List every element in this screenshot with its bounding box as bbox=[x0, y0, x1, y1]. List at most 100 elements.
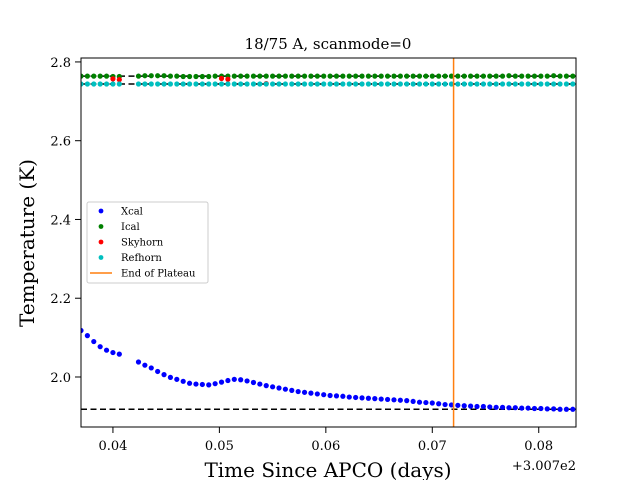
ical-point bbox=[206, 73, 212, 80]
ical-point bbox=[416, 73, 423, 79]
xcal-point bbox=[506, 405, 512, 411]
legend-frame bbox=[86, 201, 209, 284]
refhorn-point bbox=[314, 81, 320, 87]
refhorn-point bbox=[180, 81, 186, 87]
x-axis-label: Time Since APCO (days) bbox=[204, 458, 451, 480]
ical-point bbox=[212, 73, 218, 79]
refhorn-point bbox=[301, 81, 308, 87]
xcal-point bbox=[455, 402, 461, 408]
xcal-point bbox=[410, 398, 416, 405]
y-tick-label: 2.4 bbox=[50, 213, 71, 228]
xcal-point bbox=[499, 404, 506, 410]
ical-point bbox=[353, 73, 359, 79]
xcal-point bbox=[250, 379, 257, 386]
refhorn-point bbox=[231, 81, 237, 87]
refhorn-point bbox=[365, 81, 372, 87]
xcal-point bbox=[551, 406, 557, 412]
refhorn-point bbox=[436, 81, 442, 87]
ical-point bbox=[410, 73, 416, 79]
x-tick-label: 0.08 bbox=[524, 439, 553, 454]
refhorn-point bbox=[91, 81, 97, 87]
xcal-point bbox=[231, 376, 237, 382]
xcal-point bbox=[468, 403, 474, 409]
xcal-point bbox=[461, 403, 467, 409]
xcal-point bbox=[193, 381, 199, 387]
xcal-point bbox=[340, 393, 346, 399]
refhorn-point bbox=[359, 81, 365, 87]
skyhorn-point bbox=[218, 75, 225, 82]
xcal-point bbox=[167, 374, 174, 380]
ical-point bbox=[84, 73, 90, 79]
refhorn-point bbox=[327, 81, 333, 87]
refhorn-point bbox=[270, 81, 276, 87]
refhorn-point bbox=[333, 81, 340, 87]
refhorn-point bbox=[519, 81, 525, 87]
ical-point bbox=[155, 73, 161, 79]
ical-point bbox=[142, 73, 148, 79]
refhorn-point bbox=[174, 81, 180, 87]
ical-point bbox=[570, 73, 576, 79]
x-tick-label: 0.05 bbox=[205, 439, 234, 454]
xcal-point bbox=[480, 403, 486, 410]
ical-point bbox=[391, 73, 397, 79]
refhorn-point bbox=[218, 81, 225, 87]
refhorn-point bbox=[97, 81, 103, 87]
legend-marker-refhorn bbox=[98, 255, 104, 260]
legend-label: Ical bbox=[121, 222, 140, 233]
ical-point bbox=[244, 73, 250, 79]
refhorn-point bbox=[551, 81, 557, 87]
refhorn-point bbox=[499, 81, 506, 87]
ical-point bbox=[327, 73, 333, 79]
xcal-point bbox=[103, 347, 110, 353]
legend-marker-skyhorn bbox=[98, 239, 104, 245]
xcal-point bbox=[110, 349, 116, 356]
refhorn-point bbox=[557, 81, 563, 87]
refhorn-point bbox=[480, 81, 486, 87]
refhorn-point bbox=[512, 81, 518, 87]
legend-label: Refhorn bbox=[121, 253, 162, 264]
xcal-point bbox=[372, 396, 378, 402]
refhorn-point bbox=[397, 81, 403, 87]
xcal-point bbox=[148, 365, 154, 371]
xcal-point bbox=[295, 388, 301, 395]
refhorn-point bbox=[161, 81, 167, 87]
xcal-point bbox=[308, 390, 314, 396]
skyhorn-point bbox=[116, 77, 122, 83]
refhorn-point bbox=[81, 81, 84, 87]
xcal-point bbox=[161, 372, 167, 378]
refhorn-point bbox=[461, 81, 467, 87]
xcal-point bbox=[531, 405, 538, 412]
ical-point bbox=[301, 73, 308, 79]
xcal-point bbox=[174, 376, 180, 382]
xcal-point bbox=[199, 381, 205, 388]
refhorn-point bbox=[410, 81, 416, 87]
xcal-point bbox=[84, 333, 90, 339]
xcal-point bbox=[365, 395, 372, 401]
xcal-point bbox=[397, 397, 403, 403]
x-tick-label: 0.06 bbox=[311, 439, 340, 454]
ical-point bbox=[397, 73, 403, 79]
refhorn-point bbox=[155, 81, 161, 87]
x-tick-label: 0.04 bbox=[98, 439, 127, 454]
ical-point bbox=[404, 73, 410, 79]
xcal-point bbox=[212, 381, 218, 387]
refhorn-point bbox=[289, 81, 295, 87]
x-tick-label: 0.07 bbox=[418, 439, 447, 454]
refhorn-point bbox=[429, 81, 435, 87]
legend-marker-xcal bbox=[98, 208, 104, 214]
ical-point bbox=[442, 73, 448, 79]
xcal-point bbox=[142, 362, 148, 368]
ical-point bbox=[180, 73, 186, 80]
xcal-point bbox=[321, 392, 327, 398]
ical-point bbox=[295, 73, 301, 79]
refhorn-point bbox=[455, 81, 461, 87]
ical-point bbox=[468, 73, 474, 79]
refhorn-point bbox=[212, 81, 218, 87]
ical-point bbox=[423, 73, 429, 79]
xcal-point bbox=[186, 380, 193, 386]
ical-point bbox=[238, 73, 244, 79]
ical-point bbox=[161, 73, 167, 79]
ical-point bbox=[563, 73, 570, 79]
ical-point bbox=[314, 73, 320, 79]
